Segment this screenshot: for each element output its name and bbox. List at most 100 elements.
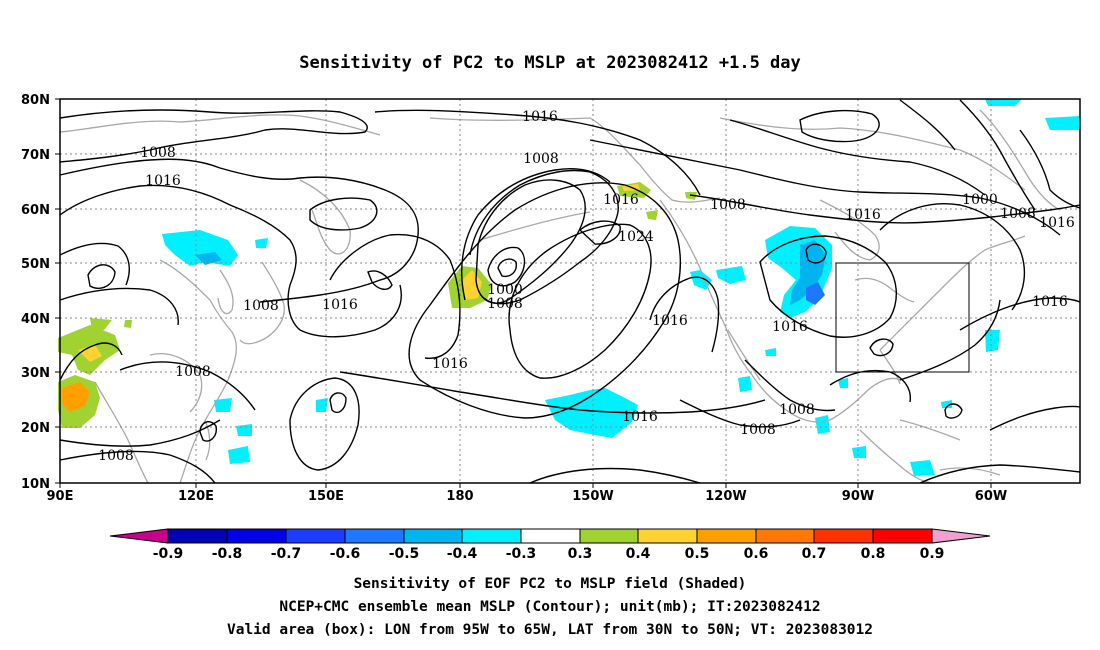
coast-china-s (149, 353, 203, 413)
colorbar-arrow-left (109, 528, 169, 544)
contour-label: 1016 (652, 313, 688, 329)
contour-1008-wpac (119, 361, 256, 411)
lat-label-20n: 20N (21, 421, 50, 436)
contour-1016-asia (59, 184, 402, 338)
lat-label-70n: 70N (21, 148, 50, 163)
contour-1008-mexico (679, 399, 801, 428)
colorbar-cell (520, 528, 581, 544)
valid-area-box (835, 262, 970, 373)
colorbar-cell (637, 528, 698, 544)
contour-label: 1000 (962, 192, 998, 208)
contour-1000-canada (729, 119, 986, 196)
sensitivity-shading (58, 99, 1080, 476)
coast-cuba (899, 419, 961, 441)
contour-tropic-e-2 (989, 405, 1081, 431)
colorbar-cell (403, 528, 463, 544)
colorbar-label: -0.7 (271, 546, 302, 562)
contour-label: 1008 (487, 296, 523, 312)
shade-cyan-wpac-1 (214, 398, 232, 412)
map-panel: 1016 1008 1016 1008 1016 1024 1016 1008 … (55, 98, 1081, 488)
colorbar-cell (696, 528, 757, 544)
colorbar-label: -0.5 (389, 546, 420, 562)
shade-cyan-carib-2 (852, 446, 866, 458)
colorbar-label: 0.3 (568, 546, 593, 562)
lat-label-30n: 30N (21, 366, 50, 381)
coast-japan (239, 261, 285, 345)
captions: Sensitivity of EOF PC2 to MSLP field (Sh… (227, 576, 873, 638)
contour-label: 1016 (1039, 215, 1075, 231)
shade-cyan-atlantic-n (1045, 116, 1080, 130)
lat-label-60n: 60N (21, 203, 50, 218)
shade-blue-greatlakes (790, 240, 826, 305)
contour-mid-pac-s (529, 467, 701, 484)
contour-1016-na (649, 276, 720, 353)
contour-canada-ring (799, 109, 880, 143)
contour-1024-high (508, 223, 652, 379)
shade-cyan-na-west-2 (716, 266, 746, 284)
coast-philippines (204, 419, 211, 461)
coast-central-am (859, 429, 936, 484)
colorbar-cell (285, 528, 346, 544)
coast-florida (879, 349, 901, 385)
lon-label-180: 180 (446, 489, 473, 504)
contour-label: 1008 (243, 298, 279, 314)
lon-label-90e: 90E (47, 489, 74, 504)
colorbar-label: 0.7 (802, 546, 827, 562)
contour-north-atlantic (899, 99, 956, 151)
shade-blue2-greatlakes (806, 282, 825, 305)
contour-low-1000-inner (497, 258, 517, 278)
colorbar-arrow-right (931, 528, 991, 544)
lon-label-60w: 60W (975, 489, 1007, 504)
shade-cyan-tropical-pac (545, 388, 638, 438)
coastlines (59, 109, 1061, 484)
coast-mexico-gulf (785, 377, 901, 423)
contour-low-ne-japan (309, 197, 378, 231)
contour-label: 1016 (145, 173, 181, 189)
shade-green-india-2 (90, 318, 112, 330)
shade-green-alaska-2 (685, 192, 697, 200)
map-title: Sensitivity of PC2 to MSLP at 2023082412… (299, 53, 801, 73)
coast-greenland (979, 109, 1061, 211)
contour-1016-central (374, 109, 701, 196)
shade-blue-japan (195, 252, 222, 265)
contour-label: 1016 (432, 356, 468, 372)
colorbar-cell (167, 528, 228, 544)
contour-label: 1016 (322, 297, 358, 313)
caption-valid-area: Valid area (box): LON from 95W to 65W, L… (227, 622, 873, 638)
lat-axis-labels: 80N 70N 60N 50N 40N 30N 20N 10N (21, 93, 50, 492)
contour-label: 1008 (523, 151, 559, 167)
shade-cyan-atlantic (985, 330, 1000, 352)
contour-greenland (1019, 129, 1081, 209)
contour-label: 1000 (487, 282, 523, 298)
coast-siberia (59, 114, 381, 136)
shade-yellow-dateline (462, 270, 482, 300)
contour-1016-high (408, 182, 681, 419)
contour-low-greatlakes (805, 243, 827, 264)
contour-1016-china (59, 242, 130, 286)
shade-green-gulf (646, 210, 658, 220)
contour-1016-greatlakes (759, 235, 897, 338)
contour-greenland-2 (959, 99, 1036, 211)
contour-1008-china (59, 287, 179, 326)
colorbar-label: 0.6 (744, 546, 769, 562)
shade-cyan-greenland (985, 99, 1022, 106)
mslp-contours (59, 99, 1081, 484)
caption-shading: Sensitivity of EOF PC2 to MSLP field (Sh… (354, 576, 747, 592)
contour-label: 1016 (603, 192, 639, 208)
lat-label-80n: 80N (21, 93, 50, 108)
contour-1008-gulf (744, 359, 836, 412)
shade-cyan-sea (838, 378, 848, 388)
contour-1016-na-2 (689, 194, 1081, 224)
coast-baja (727, 329, 761, 381)
colorbar-cell (344, 528, 405, 544)
contour-1016-atlantic (959, 297, 1081, 331)
contour-label: 1008 (140, 145, 176, 161)
coast-alaska (429, 117, 721, 203)
contour-1008-asia (59, 158, 419, 303)
shade-cyan-mexico (738, 376, 752, 392)
shade-cyan-nep (765, 348, 776, 356)
lon-label-150e: 150E (308, 489, 344, 504)
lon-label-150w: 150W (572, 489, 613, 504)
colorbar-cell (755, 528, 815, 544)
